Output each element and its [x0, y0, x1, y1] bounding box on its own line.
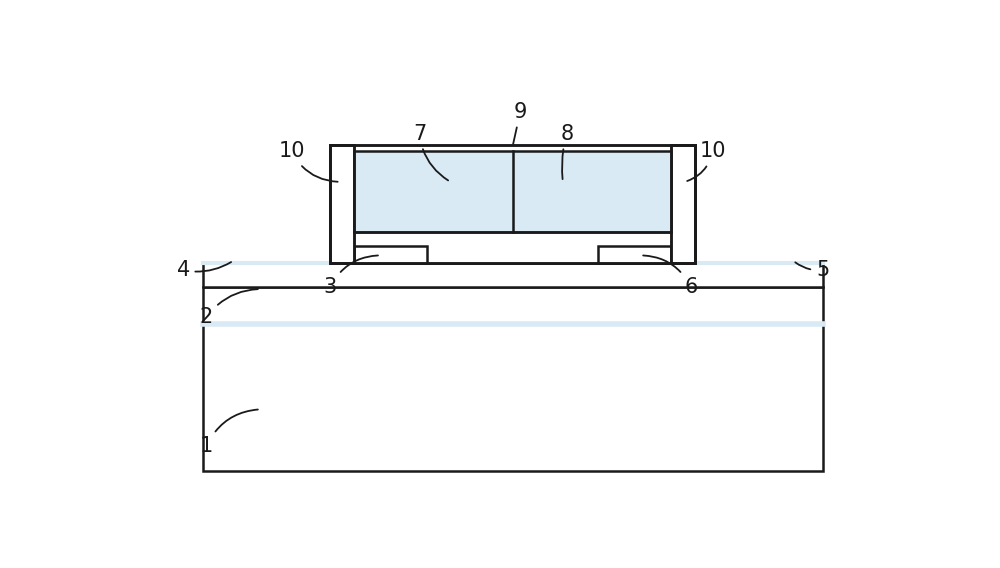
Text: 10: 10 — [278, 141, 338, 182]
Bar — [330, 145, 354, 263]
Text: 2: 2 — [200, 289, 258, 328]
Text: 7: 7 — [413, 124, 448, 181]
Bar — [330, 145, 354, 263]
Bar — [330, 145, 695, 263]
Text: 5: 5 — [795, 260, 829, 280]
Text: 3: 3 — [324, 256, 378, 297]
Bar — [330, 145, 695, 263]
Text: 10: 10 — [687, 141, 726, 181]
Text: 1: 1 — [200, 410, 258, 457]
Bar — [598, 246, 671, 263]
Bar — [671, 145, 695, 263]
Text: 8: 8 — [560, 124, 573, 179]
Text: 4: 4 — [176, 260, 231, 280]
Text: 6: 6 — [643, 256, 697, 297]
Bar — [354, 246, 427, 263]
Bar — [354, 246, 671, 263]
Bar — [354, 151, 671, 232]
Bar — [671, 145, 695, 263]
Bar — [202, 263, 822, 287]
Text: 9: 9 — [513, 102, 527, 144]
Bar — [202, 287, 822, 470]
